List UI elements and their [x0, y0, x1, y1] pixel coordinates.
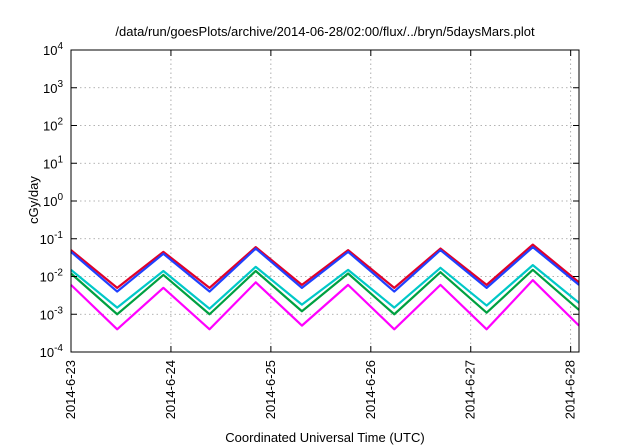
series-line [70, 243, 580, 289]
x-tick-label: 2014-6-23 [63, 360, 78, 419]
series-line [70, 246, 580, 293]
y-tick-label: 102 [43, 117, 63, 134]
y-tick-label: 100 [43, 192, 63, 209]
x-tick-label: 2014-6-26 [363, 360, 378, 419]
x-tick-label: 2014-6-25 [263, 360, 278, 419]
series-line [70, 268, 580, 316]
y-tick-label: 10-3 [40, 305, 64, 322]
x-tick-label: 2014-6-27 [463, 360, 478, 419]
x-tick-label: 2014-6-28 [563, 360, 578, 419]
plot-frame [70, 49, 580, 353]
series-line [70, 279, 580, 331]
x-tick-label: 2014-6-24 [163, 360, 178, 419]
tick-layer: 10-4 10-3 10-2 10-1 100 101 102 103 104 2014-6-23… [40, 41, 579, 419]
y-tick-label: 10-1 [40, 230, 64, 247]
series-line [70, 264, 580, 310]
y-tick-label: 10-4 [40, 343, 64, 360]
y-tick-label: 103 [43, 79, 63, 96]
y-tick-label: 10-2 [40, 268, 64, 285]
y-tick-label: 104 [43, 41, 63, 58]
y-tick-label: 101 [43, 154, 63, 171]
x-axis-title: Coordinated Universal Time (UTC) [225, 430, 424, 445]
y-axis-title: cGy/day [26, 176, 41, 224]
chart-title: /data/run/goesPlots/archive/2014-06-28/0… [115, 24, 535, 39]
series-layer [70, 243, 580, 331]
